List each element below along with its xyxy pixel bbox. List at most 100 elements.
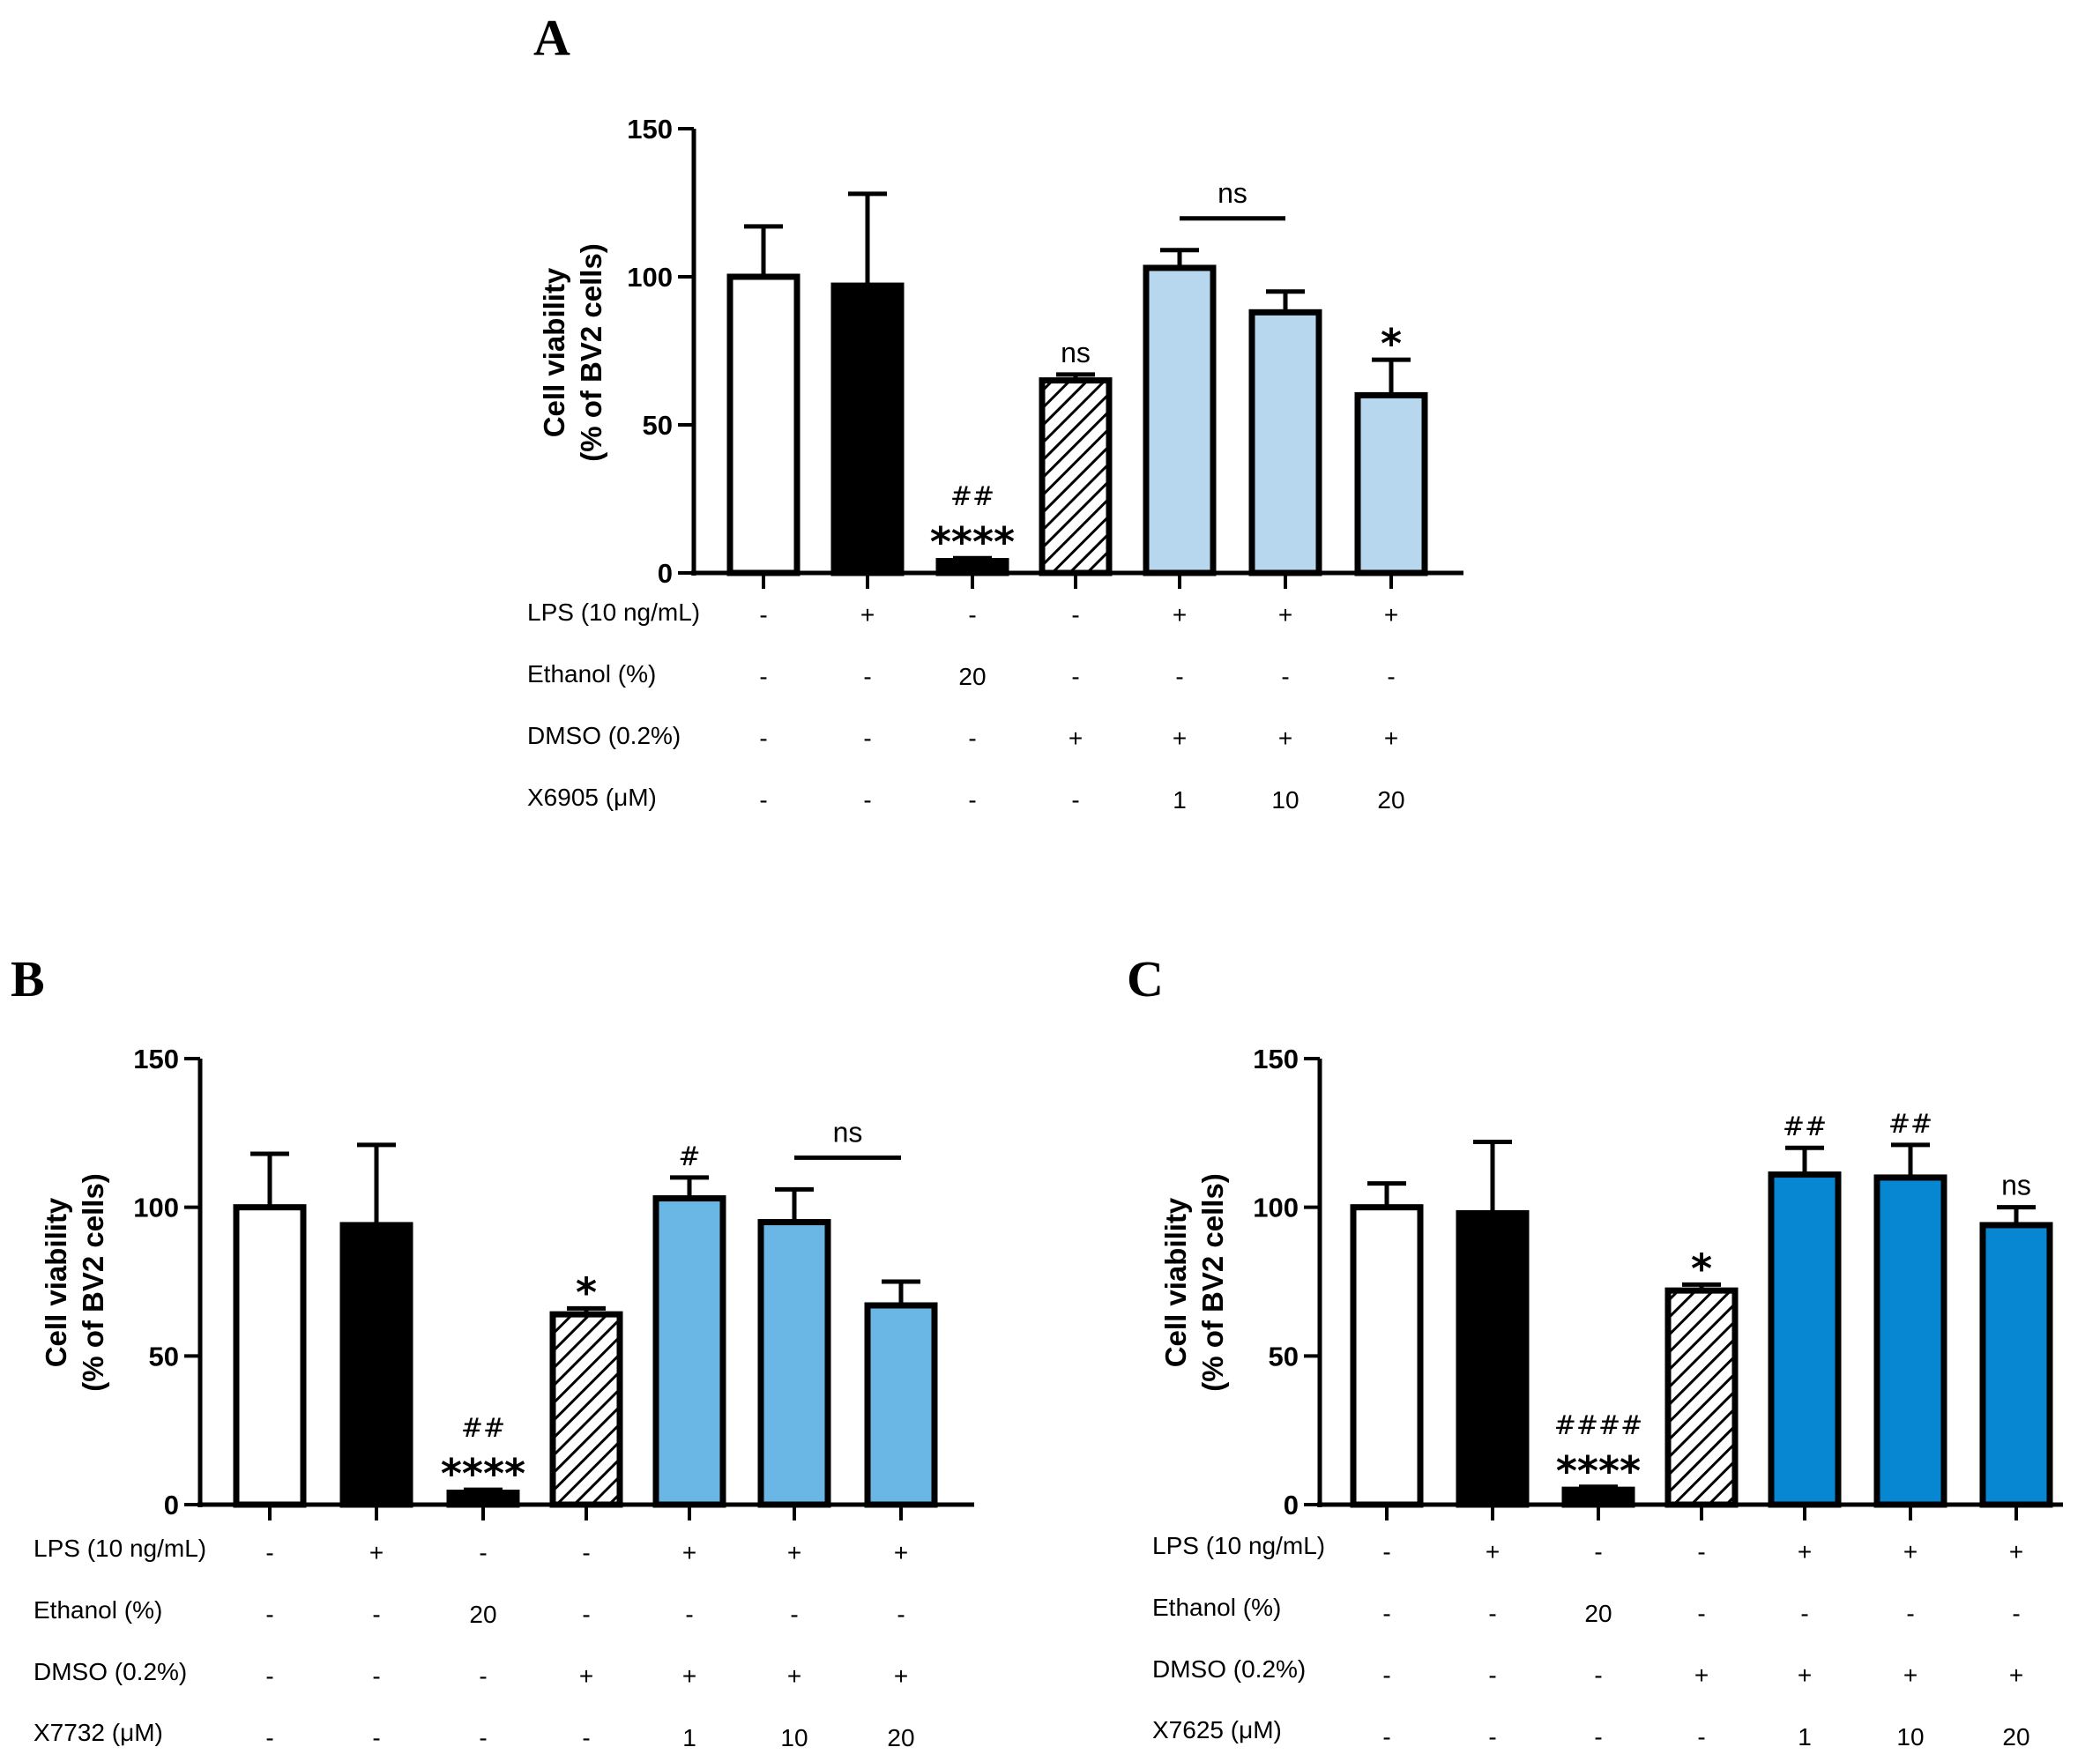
table-cell: - — [1387, 663, 1395, 690]
table-cell: 20 — [887, 1724, 914, 1751]
y-tick-label: 100 — [627, 262, 673, 293]
significance-label: # — [678, 1141, 700, 1172]
y-tick-label: 50 — [1269, 1341, 1299, 1372]
table-cell: - — [759, 725, 767, 752]
table-cell: + — [369, 1539, 384, 1566]
y-tick-label: 150 — [627, 114, 673, 145]
table-cell: + — [1486, 1538, 1500, 1565]
table-cell: - — [1488, 1662, 1496, 1689]
bar — [1354, 391, 1428, 576]
table-cell: + — [1798, 1662, 1812, 1689]
bar — [830, 282, 905, 576]
table-row-label: DMSO (0.2%) — [1152, 1655, 1306, 1683]
table-cell: - — [479, 1724, 487, 1751]
table-cell: + — [1278, 725, 1292, 752]
significance-label: * — [1691, 1245, 1712, 1292]
table-cell: - — [479, 1662, 487, 1690]
significance-label: ns — [1061, 337, 1091, 368]
panel-letter: C — [1127, 950, 1164, 1007]
table-cell: - — [265, 1539, 273, 1566]
table-cell: + — [579, 1662, 593, 1690]
table-cell: - — [790, 1601, 798, 1628]
significance-label: ns — [2001, 1170, 2031, 1201]
y-tick-label: 50 — [149, 1341, 179, 1372]
significance-label: ## — [1783, 1111, 1827, 1142]
table-cell: - — [1906, 1600, 1914, 1627]
y-tick-label: 150 — [133, 1044, 179, 1074]
table-cell: 1 — [1173, 786, 1187, 814]
table-cell: - — [582, 1539, 590, 1566]
table-row-label: DMSO (0.2%) — [34, 1658, 187, 1685]
y-tick-label: 0 — [164, 1490, 179, 1520]
y-axis-label-line1: Cell viability — [538, 267, 570, 437]
bar — [1979, 1222, 2053, 1508]
table-cell: - — [1382, 1600, 1390, 1627]
table-cell: - — [372, 1601, 380, 1628]
table-cell: 10 — [780, 1724, 808, 1751]
table-cell: 20 — [958, 663, 986, 690]
bar — [1350, 1204, 1424, 1508]
table-cell: - — [372, 1662, 380, 1690]
table-row-label: X7625 (μM) — [1152, 1716, 1282, 1743]
table-cell: - — [759, 601, 767, 628]
y-tick-label: 0 — [658, 558, 673, 589]
table-cell: - — [968, 601, 976, 628]
table-cell: - — [968, 725, 976, 752]
table-cell: - — [479, 1539, 487, 1566]
bar — [339, 1222, 413, 1508]
table-cell: + — [682, 1662, 696, 1690]
table-cell: - — [1594, 1723, 1602, 1751]
table-cell: - — [582, 1724, 590, 1751]
table-row-label: X6905 (μM) — [527, 784, 657, 811]
panel-letter: B — [11, 950, 45, 1007]
y-tick-label: 50 — [643, 410, 673, 441]
table-row-label: Ethanol (%) — [34, 1596, 162, 1624]
significance-label: ## — [461, 1413, 505, 1444]
table-cell: - — [685, 1601, 693, 1628]
bar — [757, 1219, 831, 1508]
table-cell: - — [1382, 1662, 1390, 1689]
y-axis-label-line2: (% of BV2 cells) — [1196, 1173, 1229, 1392]
table-cell: - — [1594, 1538, 1602, 1565]
table-cell: 10 — [1896, 1723, 1924, 1751]
table-cell: + — [1903, 1538, 1918, 1565]
table-cell: + — [894, 1539, 908, 1566]
table-cell: 20 — [1377, 786, 1404, 814]
panel-letter: A — [533, 9, 570, 66]
table-cell: 10 — [1271, 786, 1299, 814]
y-tick-label: 100 — [1253, 1193, 1299, 1223]
table-cell: + — [1384, 601, 1398, 628]
table-cell: - — [372, 1724, 380, 1751]
table-cell: + — [2009, 1538, 2023, 1565]
y-tick-label: 150 — [1253, 1044, 1299, 1074]
y-axis-label-line2: (% of BV2 cells) — [77, 1173, 109, 1392]
table-cell: + — [1694, 1662, 1709, 1689]
significance-label: #### — [1554, 1410, 1643, 1441]
table-cell: - — [1382, 1723, 1390, 1751]
bar — [1768, 1171, 1842, 1508]
table-cell: - — [759, 663, 767, 690]
table-row-label: Ethanol (%) — [1152, 1594, 1281, 1621]
y-axis-label-line1: Cell viability — [40, 1197, 72, 1367]
table-cell: - — [1697, 1600, 1705, 1627]
table-cell: 1 — [682, 1724, 696, 1751]
table-cell: - — [968, 786, 976, 814]
significance-label: * — [1381, 320, 1402, 368]
table-row-label: Ethanol (%) — [527, 660, 656, 688]
bracket-label: ns — [1218, 177, 1247, 209]
table-cell: - — [265, 1724, 273, 1751]
table-cell: + — [1278, 601, 1292, 628]
table-cell: - — [1071, 786, 1079, 814]
bar — [1456, 1209, 1530, 1508]
table-cell: - — [1697, 1538, 1705, 1565]
significance-label: ## — [1888, 1109, 1932, 1140]
table-row-label: LPS (10 ng/mL) — [527, 598, 700, 626]
table-cell: - — [1594, 1662, 1602, 1689]
table-cell: + — [682, 1539, 696, 1566]
table-cell: - — [1071, 601, 1079, 628]
table-cell: - — [1488, 1723, 1496, 1751]
table-cell: - — [265, 1662, 273, 1690]
bar — [549, 1311, 623, 1508]
table-cell: - — [897, 1601, 905, 1628]
